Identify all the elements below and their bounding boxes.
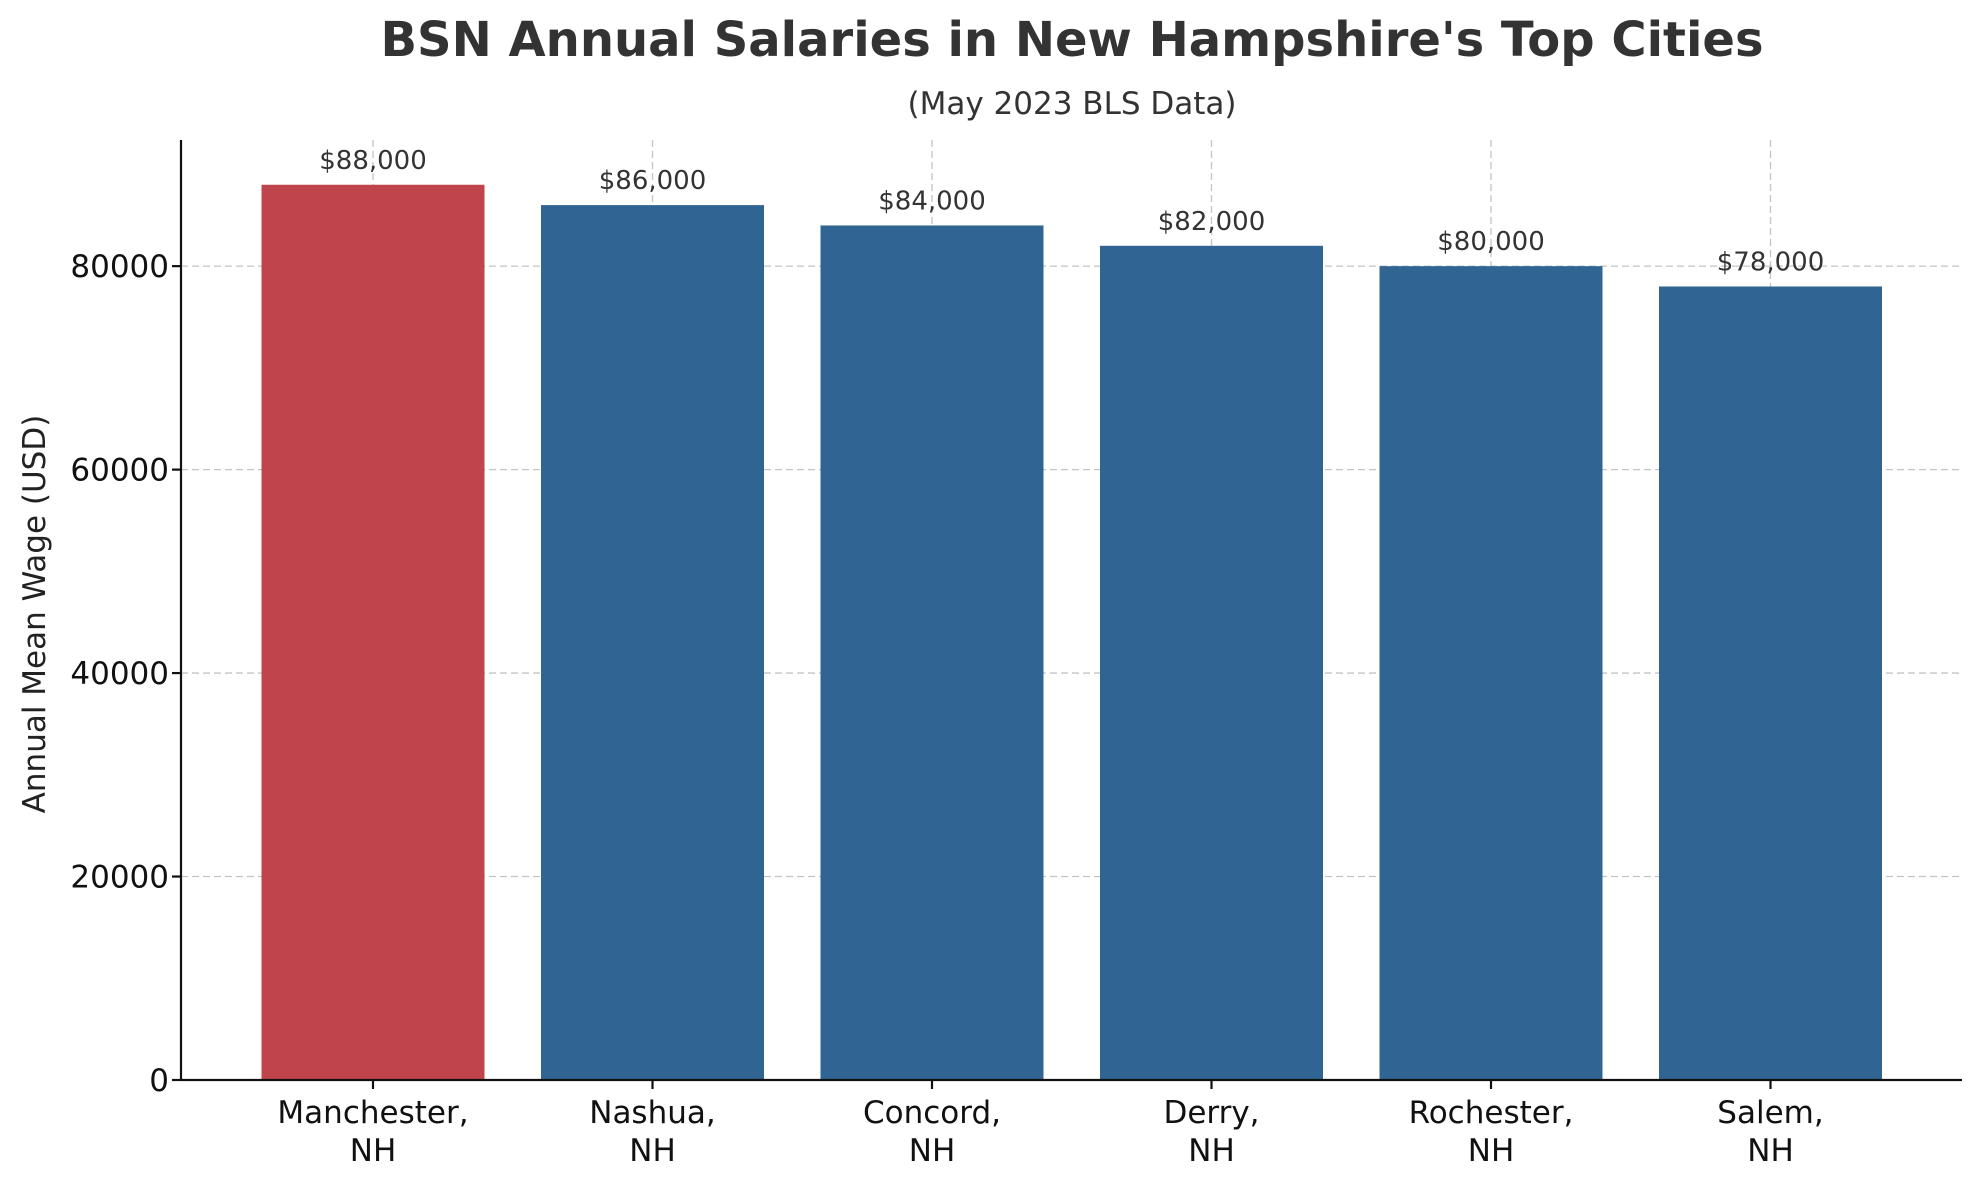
x-tick-label-4-line-0: Rochester, [1409,1095,1574,1131]
y-axis-ticks: 0 20000 40000 60000 80000 [70,249,181,1099]
axes [179,140,1962,1082]
x-tick-label-1: Nashua, NH [589,1095,715,1169]
x-tick-label-4: Rochester, NH [1409,1095,1574,1169]
bar-3 [1100,245,1323,1080]
x-tick-label-2-line-1: NH [909,1133,956,1169]
x-tick-label-0: Manchester, NH [277,1095,468,1169]
x-tick-label-0-line-0: Manchester, [277,1095,468,1131]
x-tick-label-3-line-0: Derry, [1163,1095,1259,1131]
data-label-4: $80,000 [1437,227,1545,257]
bar-2 [820,225,1044,1081]
x-tick-label-0-line-1: NH [350,1133,397,1169]
data-label-3: $82,000 [1158,207,1266,237]
x-tick-label-3: Derry, NH [1163,1095,1259,1169]
bars [261,184,1882,1081]
x-tick-label-5: Salem, NH [1717,1095,1823,1169]
bar-1 [541,205,764,1081]
x-tick-label-5-line-1: NH [1747,1133,1794,1169]
x-tick-label-1-line-0: Nashua, [589,1095,715,1131]
y-tick-label-1: 20000 [70,860,169,896]
data-label-1: $86,000 [599,166,707,196]
bar-4 [1379,266,1603,1080]
y-tick-label-3: 60000 [70,453,169,489]
x-tick-label-4-line-1: NH [1468,1133,1515,1169]
chart-title: BSN Annual Salaries in New Hampshire's T… [380,12,1763,68]
y-tick-label-0: 0 [149,1063,169,1099]
y-tick-label-2: 40000 [70,656,169,692]
bar-0 [261,184,485,1080]
y-tick-label-4: 80000 [70,249,169,285]
x-tick-label-3-line-1: NH [1188,1133,1235,1169]
chart-subtitle: (May 2023 BLS Data) [908,86,1237,122]
y-axis-label: Annual Mean Wage (USD) [17,415,53,814]
data-label-5: $78,000 [1717,247,1825,277]
data-labels: $88,000 $86,000 $84,000 $82,000 $80,000 $78,0… [319,146,1824,278]
x-tick-label-2-line-0: Concord, [863,1095,1001,1131]
bar-5 [1659,286,1882,1080]
data-label-2: $84,000 [878,186,986,216]
data-label-0: $88,000 [319,146,427,176]
x-tick-label-2: Concord, NH [863,1095,1001,1169]
x-tick-label-5-line-0: Salem, [1717,1095,1823,1131]
x-tick-label-1-line-1: NH [629,1133,676,1169]
